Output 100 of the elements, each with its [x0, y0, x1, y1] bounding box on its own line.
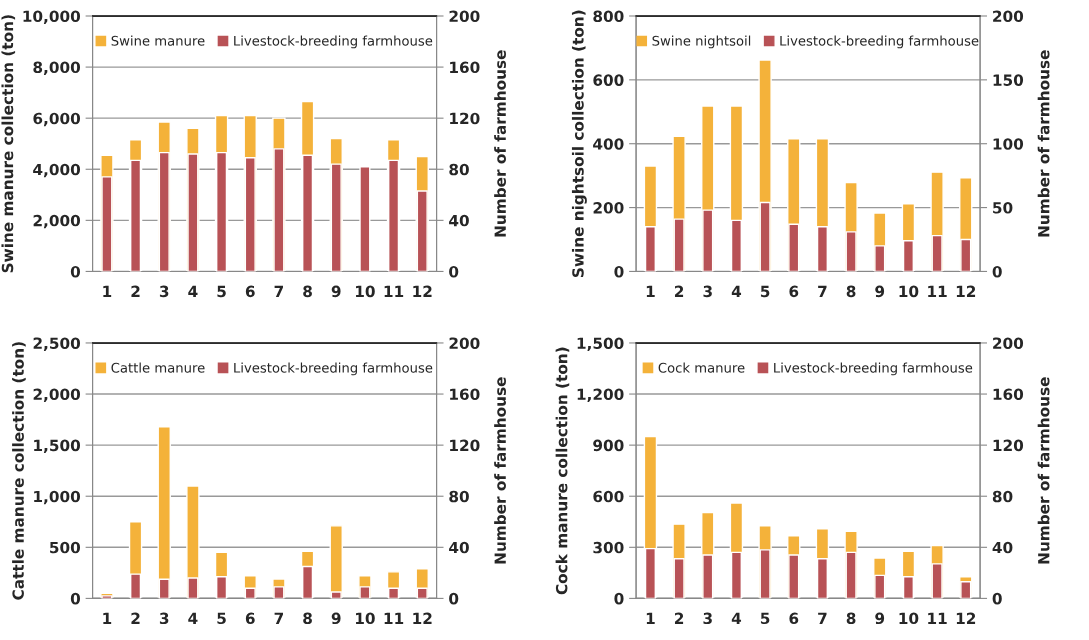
y2-tick-label: 40: [449, 541, 469, 554]
y2-tick-label: 200: [993, 337, 1024, 349]
x-tick-label: 4: [188, 285, 198, 297]
x-tick-label: 8: [846, 612, 856, 625]
x-tick-label: 9: [331, 612, 341, 625]
y-tick-label: 0: [70, 592, 81, 605]
x-tick-label: 10: [899, 285, 919, 298]
x-tick-label: 5: [760, 285, 770, 298]
y-axis-title: Cock manure collection (ton): [555, 347, 570, 595]
y-tick-label: 1,500: [34, 439, 81, 454]
y2-tick-label: 200: [449, 10, 480, 23]
x-tick-label: 1: [646, 285, 655, 297]
x-tick-label: 9: [875, 285, 885, 298]
y2-tick-label: 150: [993, 74, 1024, 86]
legend-label: Swine manure: [111, 35, 205, 46]
y2-tick-label: 0: [992, 592, 1002, 605]
y2-axis-title: Number of farmhouse: [1037, 377, 1050, 564]
y2-tick-label: 200: [449, 337, 480, 349]
y-axis-title: Swine manure collection (ton): [1, 15, 16, 273]
y-tick-label: 600: [593, 490, 624, 503]
x-tick-label: 10: [899, 612, 919, 625]
x-tick-label: 3: [159, 612, 169, 625]
bar: [359, 166, 371, 272]
y-tick-label: 0: [70, 265, 81, 278]
legend-label: Livestock-breeding farmhouse: [780, 35, 979, 49]
y-tick-label: 400: [593, 138, 624, 150]
y-tick-label: 0: [614, 265, 624, 278]
y-axis-title: Swine nightsoil collection (ton): [571, 10, 587, 278]
y2-axis-title: Number of farmhouse: [494, 377, 506, 564]
legend-label: Livestock-breeding farmhouse: [774, 362, 973, 376]
x-tick-label: 8: [846, 285, 856, 298]
x-tick-label: 5: [217, 285, 226, 298]
x-tick-label: 6: [245, 612, 255, 625]
x-tick-label: 8: [303, 612, 312, 625]
y2-tick-label: 0: [992, 265, 1002, 278]
y2-tick-label: 120: [993, 439, 1024, 452]
y-tick-label: 200: [593, 202, 624, 214]
x-tick-label: 10: [356, 285, 375, 298]
y2-tick-label: 80: [449, 163, 469, 176]
x-tick-label: 4: [731, 612, 742, 624]
x-tick-label: 12: [956, 612, 976, 624]
legend-label: Cock manure: [658, 362, 745, 373]
x-tick-label: 9: [875, 612, 885, 625]
x-tick-label: 6: [245, 285, 255, 298]
x-tick-label: 4: [731, 285, 742, 297]
x-tick-label: 8: [303, 285, 312, 298]
y-tick-label: 500: [50, 541, 81, 554]
x-tick-label: 1: [103, 612, 112, 624]
y-tick-label: 4,000: [33, 163, 81, 178]
legend-label: Swine nightsoil: [652, 35, 751, 49]
y2-tick-label: 120: [450, 439, 480, 452]
x-tick-label: 6: [789, 285, 799, 298]
x-tick-label: 3: [159, 285, 169, 298]
y-tick-label: 10,000: [23, 10, 81, 24]
x-tick-label: 9: [331, 285, 341, 298]
x-tick-label: 2: [131, 612, 140, 624]
y2-tick-label: 120: [450, 112, 480, 125]
x-tick-label: 7: [274, 612, 283, 624]
x-tick-label: 5: [217, 612, 226, 625]
x-tick-label: 3: [703, 612, 712, 625]
y2-tick-label: 200: [993, 10, 1024, 23]
x-tick-label: 4: [188, 612, 198, 624]
x-tick-label: 6: [789, 612, 799, 625]
y-tick-label: 300: [593, 541, 624, 554]
y-tick-label: 900: [593, 439, 624, 452]
y2-tick-label: 0: [449, 592, 459, 605]
x-tick-label: 2: [131, 285, 140, 297]
x-tick-label: 2: [674, 612, 684, 624]
bar: [329, 525, 343, 599]
y2-tick-label: 0: [449, 265, 459, 278]
x-tick-label: 7: [818, 612, 827, 624]
y2-tick-label: 160: [450, 388, 480, 401]
y2-tick-label: 40: [449, 214, 469, 227]
x-tick-label: 7: [818, 285, 827, 297]
y-tick-label: 1,000: [34, 490, 81, 505]
y2-tick-label: 40: [992, 541, 1013, 554]
y-tick-label: 8,000: [33, 61, 81, 76]
y2-tick-label: 80: [449, 490, 469, 503]
legend-label: Cattle manure: [111, 362, 205, 373]
y-tick-label: 800: [593, 10, 624, 23]
legend-label: Livestock-breeding farmhouse: [234, 362, 433, 376]
y2-tick-label: 160: [450, 61, 480, 74]
x-tick-label: 1: [103, 285, 112, 297]
y-tick-label: 2,000: [33, 214, 81, 229]
x-tick-label: 2: [674, 285, 684, 297]
x-tick-label: 12: [413, 612, 432, 624]
y2-axis-title: Number of farmhouse: [494, 50, 506, 237]
x-tick-label: 3: [703, 285, 712, 298]
y2-tick-label: 160: [993, 388, 1024, 401]
y2-tick-label: 80: [992, 490, 1013, 503]
y-tick-label: 2,500: [33, 337, 81, 351]
y2-axis-title: Number of farmhouse: [1037, 50, 1050, 237]
y2-tick-label: 100: [993, 138, 1024, 150]
legend-label: Livestock-breeding farmhouse: [234, 35, 433, 49]
x-tick-label: 11: [384, 612, 404, 624]
x-tick-label: 11: [928, 285, 947, 297]
x-tick-label: 10: [356, 612, 375, 625]
x-tick-label: 11: [384, 285, 404, 297]
y-tick-label: 1,200: [577, 388, 624, 403]
x-tick-label: 12: [956, 285, 976, 297]
